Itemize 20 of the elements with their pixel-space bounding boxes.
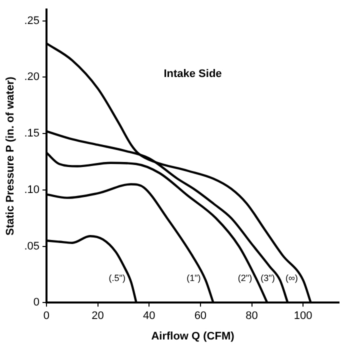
series-label: (2") — [238, 273, 252, 284]
series-label: (3") — [260, 273, 275, 284]
x-axis-title: Airflow Q (CFM) — [151, 330, 235, 342]
series-label: (∞) — [285, 273, 298, 284]
y-tick-label: 0 — [33, 296, 40, 309]
y-tick-label: .10 — [24, 184, 40, 196]
y-tick-label: .20 — [24, 71, 40, 84]
x-tick-label: 80 — [246, 310, 258, 322]
y-axis-title: Static Pressure P (in. of water) — [4, 76, 17, 236]
y-tick-label: .05 — [24, 240, 40, 252]
x-tick-label: 40 — [143, 310, 156, 322]
series-label: (.5") — [108, 273, 126, 284]
x-tick-label: 60 — [194, 310, 207, 322]
x-tick-label: 20 — [92, 310, 104, 322]
y-tick-label: .15 — [24, 128, 40, 140]
text: Intake Side — [164, 68, 222, 80]
y-tick-label: .25 — [24, 14, 40, 27]
series-label: (1") — [186, 273, 201, 284]
x-tick-label: 0 — [43, 310, 50, 322]
x-tick-label: 100 — [294, 310, 312, 322]
